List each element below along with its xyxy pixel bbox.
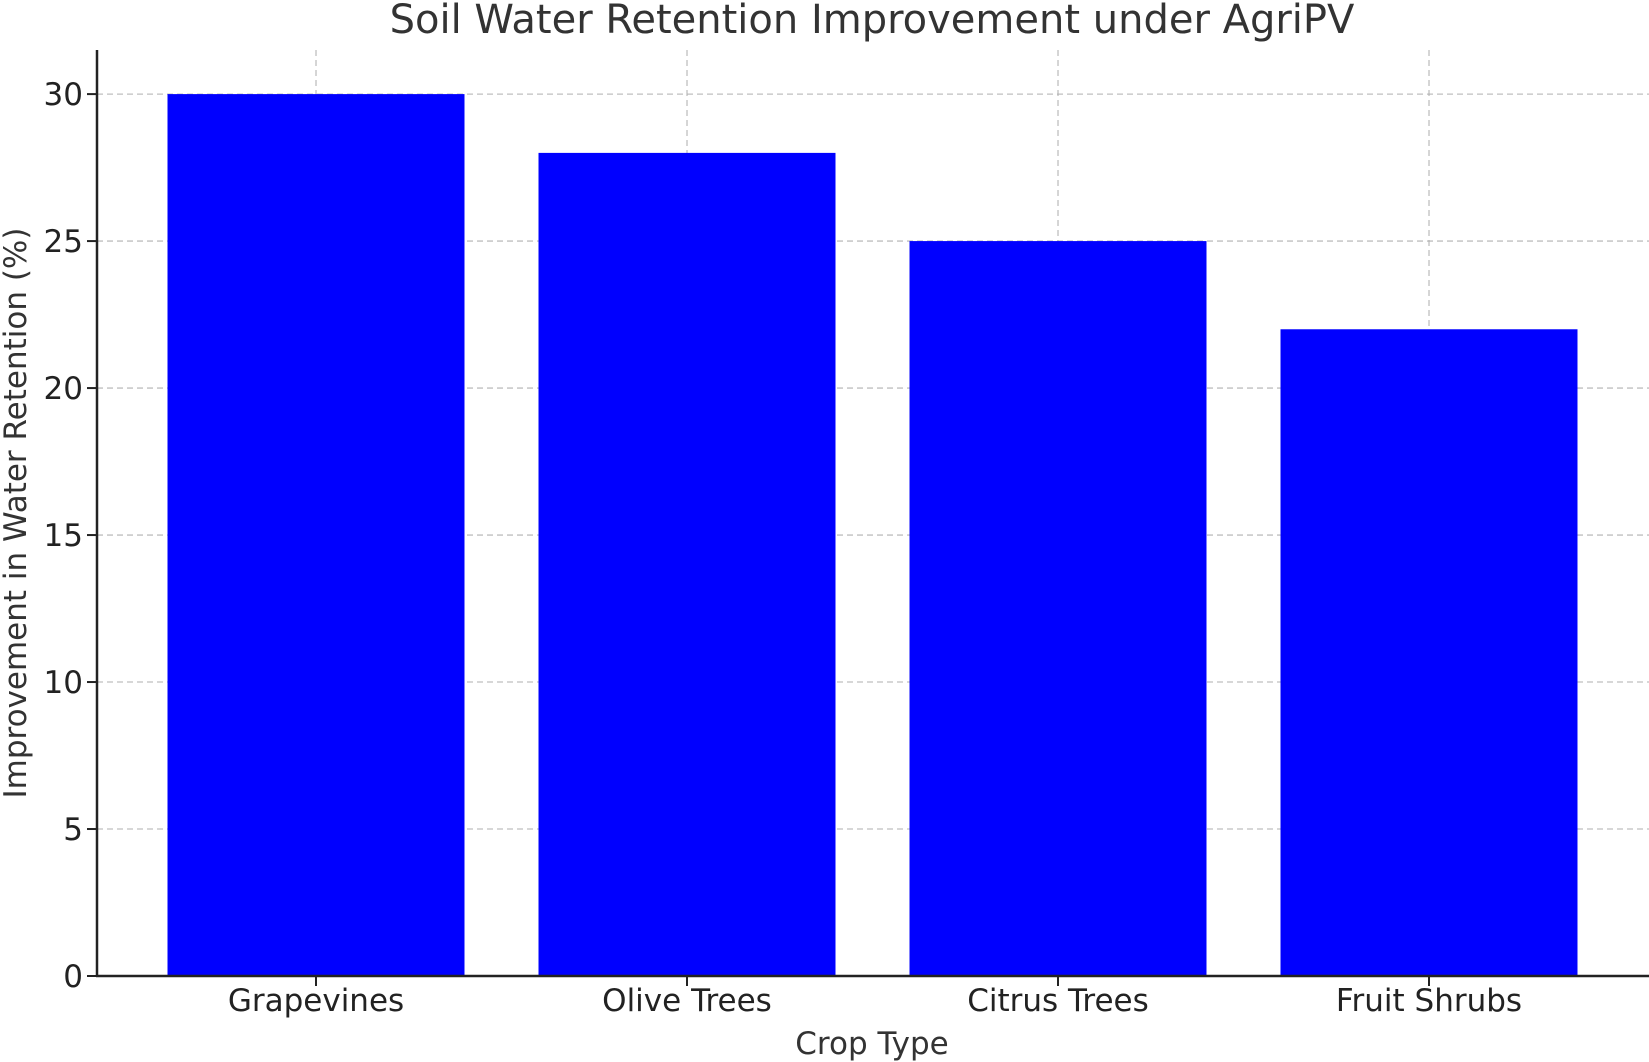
y-tick-label: 25 bbox=[44, 224, 83, 260]
x-tick-label: Fruit Shrubs bbox=[1336, 983, 1522, 1019]
bar-fruit-shrubs bbox=[1280, 329, 1578, 976]
bar-grapevines bbox=[167, 94, 465, 977]
chart-title: Soil Water Retention Improvement under A… bbox=[390, 0, 1355, 43]
y-axis-label: Improvement in Water Retention (%) bbox=[0, 228, 34, 799]
y-tick-label: 0 bbox=[63, 959, 83, 995]
y-tick-label: 30 bbox=[44, 77, 83, 113]
y-tick-label: 5 bbox=[63, 812, 83, 848]
x-tick-label: Citrus Trees bbox=[967, 983, 1149, 1019]
y-tick-label: 10 bbox=[44, 665, 83, 701]
axes bbox=[95, 50, 1649, 978]
bar-citrus-trees bbox=[909, 241, 1207, 977]
x-axis-label: Crop Type bbox=[795, 1026, 948, 1062]
y-ticks: 0 5 10 15 20 25 30 bbox=[44, 77, 97, 995]
y-tick-label: 15 bbox=[44, 518, 83, 554]
x-tick-label: Grapevines bbox=[228, 983, 404, 1019]
bars bbox=[167, 94, 1578, 977]
x-ticks: Grapevines Olive Trees Citrus Trees Fruit S… bbox=[228, 976, 1522, 1019]
x-tick-label: Olive Trees bbox=[602, 983, 772, 1019]
bar-olive-trees bbox=[538, 152, 836, 976]
y-tick-label: 20 bbox=[44, 371, 83, 407]
